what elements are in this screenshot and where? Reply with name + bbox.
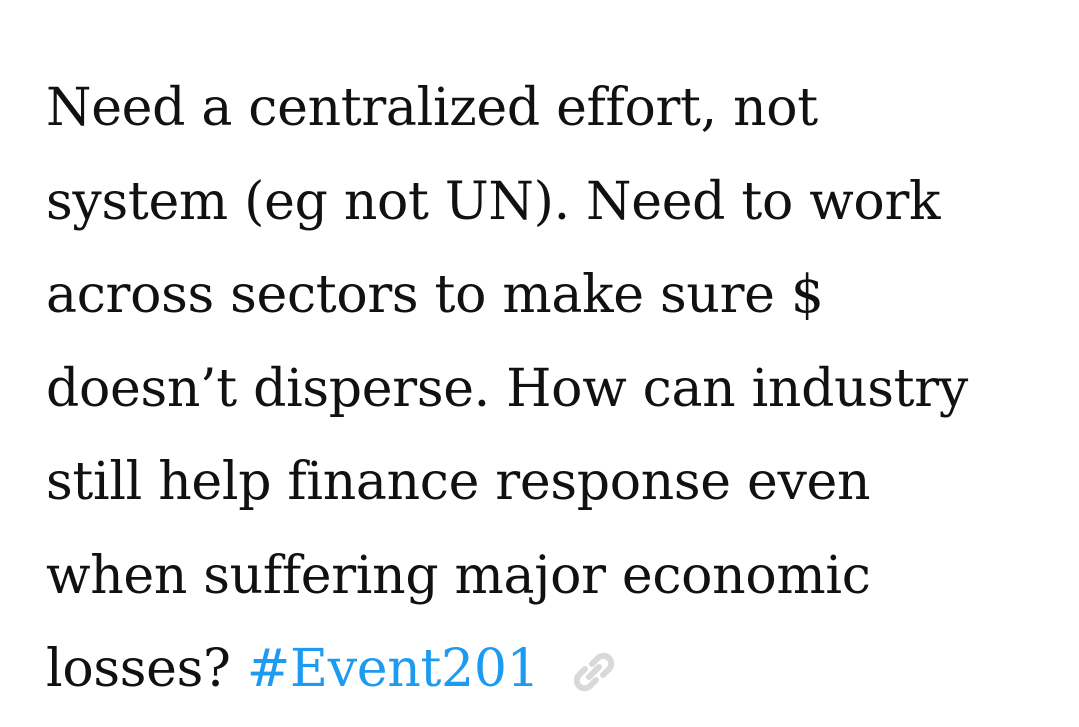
hashtag-link[interactable]: #Event201 xyxy=(246,639,540,699)
link-icon xyxy=(573,629,614,692)
post-text-line: doesn’t disperse. How can industry xyxy=(46,358,968,419)
post-text-line: system (eg not UN). Need to work xyxy=(46,171,941,232)
post-text: Need a centralized effort, not system (e… xyxy=(46,62,1056,717)
post-text-line: across sectors to make sure $ xyxy=(46,265,824,325)
post-text-line: Need a centralized effort, not xyxy=(46,78,818,138)
post-text-line: still help finance response even xyxy=(46,452,871,512)
post-text-fragment: losses? xyxy=(46,639,231,699)
post-text-last-line: losses? #Event201 xyxy=(46,623,1056,717)
post-text-line: when suffering major economic xyxy=(46,545,871,606)
